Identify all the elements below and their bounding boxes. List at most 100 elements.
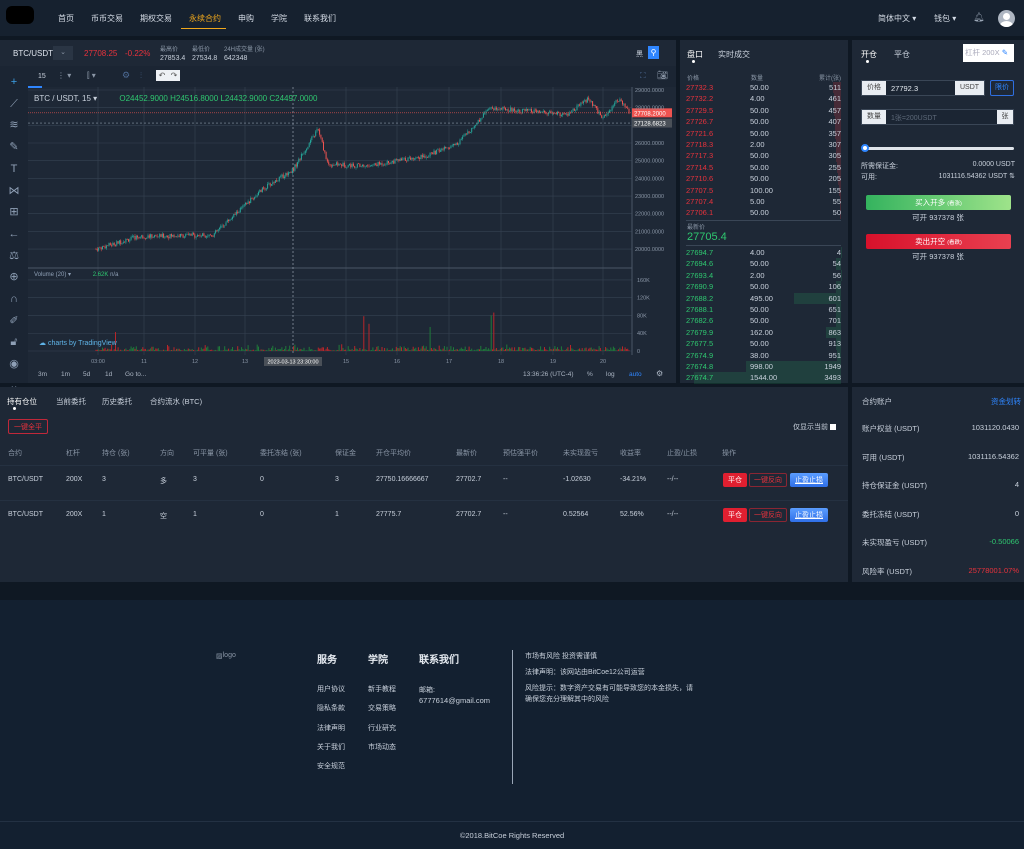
- ask-row[interactable]: 27729.5 50.00 457: [686, 104, 841, 117]
- logo[interactable]: [6, 6, 34, 24]
- goto-date[interactable]: Go to...: [125, 371, 147, 378]
- chart-clock[interactable]: 13:36:26 (UTC-4): [523, 371, 574, 378]
- measure-icon[interactable]: ⚖: [9, 249, 19, 262]
- tab-close[interactable]: 平仓: [894, 50, 910, 59]
- theme-toggle[interactable]: 黑: [636, 51, 643, 58]
- ask-row[interactable]: 27707.4 5.00 55: [686, 196, 841, 208]
- bid-row[interactable]: 27693.4 2.00 56: [686, 269, 841, 282]
- footer-link[interactable]: 用户协议: [317, 686, 345, 693]
- quantity-input[interactable]: 数量 1张=200USDT 张: [861, 109, 1014, 125]
- email-link[interactable]: 6777614@gmail.com: [419, 696, 490, 705]
- percent-toggle[interactable]: %: [587, 371, 593, 378]
- limit-order-button[interactable]: 限价: [990, 80, 1014, 96]
- ask-row[interactable]: 27732.3 50.00 511: [686, 82, 841, 94]
- tp-sl-button[interactable]: 止盈止损: [790, 473, 828, 487]
- reverse-position-button[interactable]: 一键反向: [749, 473, 787, 487]
- fullscreen-icon[interactable]: ⛶: [640, 71, 646, 80]
- zoom-in-icon[interactable]: ⊕: [9, 271, 19, 284]
- slider-handle[interactable]: [861, 144, 869, 152]
- leverage-button[interactable]: 杠杆 200X ✎: [963, 44, 1014, 62]
- price-chart[interactable]: 27708.2000 27128.6823 29000.0000 28000.0000…: [28, 87, 676, 383]
- buy-long-button[interactable]: 买入开多 (看涨): [866, 195, 1011, 210]
- footer-link[interactable]: 隐私条款: [317, 705, 345, 713]
- ask-row[interactable]: 27710.6 50.00 205: [686, 173, 841, 185]
- ask-row[interactable]: 27706.1 50.00 50: [686, 207, 841, 219]
- avatar[interactable]: [998, 10, 1015, 27]
- projection-icon[interactable]: ⊞: [9, 206, 19, 219]
- bid-row[interactable]: 27674.7 1544.00 3493: [686, 372, 841, 384]
- close-all-button[interactable]: 一键全平: [8, 419, 48, 434]
- bid-row[interactable]: 27688.2 495.00 601: [686, 292, 841, 304]
- bell-icon[interactable]: 🔔︎: [973, 12, 985, 22]
- nav-home[interactable]: 首页: [58, 14, 74, 23]
- undo-redo[interactable]: ↶ ↷: [156, 70, 180, 81]
- ask-row[interactable]: 27718.3 2.00 307: [686, 139, 841, 151]
- nav-academy[interactable]: 学院: [271, 14, 287, 23]
- log-toggle[interactable]: log: [606, 371, 615, 378]
- amount-slider[interactable]: [861, 144, 1014, 152]
- symbol-dropdown[interactable]: ⌄: [53, 46, 73, 60]
- more-intervals-icon[interactable]: ⋮ ▾: [57, 71, 72, 80]
- ask-row[interactable]: 27717.3 50.00 305: [686, 150, 841, 162]
- text-icon[interactable]: T: [10, 162, 18, 175]
- tab-open[interactable]: 开仓: [861, 50, 877, 59]
- language-select[interactable]: 简体中文 ▾: [878, 14, 917, 23]
- range-3m[interactable]: 3m: [38, 371, 48, 378]
- camera-icon[interactable]: 📷︎: [657, 70, 669, 80]
- auto-toggle[interactable]: auto: [629, 371, 642, 378]
- chart-settings-icon[interactable]: ⚙: [656, 369, 664, 378]
- price-input[interactable]: 价格 27792.3 USDT: [861, 80, 985, 96]
- bid-row[interactable]: 27674.8 998.00 1949: [686, 361, 841, 373]
- bid-row[interactable]: 27690.9 50.00 106: [686, 281, 841, 293]
- fib-icon[interactable]: ≋: [9, 119, 19, 132]
- footer-link[interactable]: 关于我们: [317, 743, 345, 751]
- tab-order-history[interactable]: 历史委托: [102, 397, 132, 406]
- tab-open-orders[interactable]: 当前委托: [56, 397, 86, 406]
- bid-row[interactable]: 27694.7 4.00 4: [686, 247, 841, 259]
- magnet-icon[interactable]: ∩: [10, 293, 18, 306]
- redo-icon[interactable]: ↷: [170, 71, 178, 80]
- footer-link[interactable]: 交易策略: [368, 705, 396, 713]
- ask-row[interactable]: 27726.7 50.00 407: [686, 116, 841, 128]
- tab-contract-ledger[interactable]: 合约流水 (BTC): [150, 397, 203, 406]
- transfer-link[interactable]: 资金划转: [991, 397, 1021, 406]
- footer-link[interactable]: 行业研究: [368, 724, 396, 732]
- tab-trades[interactable]: 实时成交: [718, 50, 750, 59]
- tp-sl-button[interactable]: 止盈止损: [790, 508, 828, 522]
- only-current-checkbox[interactable]: [829, 424, 836, 431]
- brush-icon[interactable]: ✎: [9, 141, 19, 154]
- nav-ipo[interactable]: 申购: [238, 14, 254, 23]
- close-position-button[interactable]: 平仓: [723, 473, 747, 487]
- range-1m[interactable]: 1m: [61, 371, 71, 378]
- nav-perpetual[interactable]: 永续合约: [189, 14, 221, 23]
- settings-button[interactable]: ⚲: [648, 46, 659, 59]
- bid-row[interactable]: 27682.6 50.00 701: [686, 315, 841, 327]
- indicators-icon[interactable]: ⫶: [140, 71, 142, 80]
- footer-link[interactable]: 新手教程: [368, 686, 396, 693]
- sell-short-button[interactable]: 卖出开空 (看跌): [866, 234, 1011, 249]
- interval-button[interactable]: 15: [38, 73, 46, 80]
- unlock-icon[interactable]: 🔓︎: [10, 336, 18, 349]
- reverse-position-button[interactable]: 一键反向: [749, 508, 787, 522]
- bid-row[interactable]: 27679.9 162.00 863: [686, 326, 841, 339]
- tab-orderbook[interactable]: 盘口: [687, 50, 703, 59]
- wallet-menu[interactable]: 钱包 ▾: [934, 14, 957, 23]
- chevron-down-icon[interactable]: ⌄: [9, 379, 19, 392]
- ask-row[interactable]: 27732.2 4.00 461: [686, 93, 841, 105]
- eye-icon[interactable]: ◉: [9, 358, 19, 371]
- bid-row[interactable]: 27677.5 50.00 913: [686, 338, 841, 350]
- pattern-icon[interactable]: ⋈: [8, 184, 20, 197]
- arrow-left-icon[interactable]: ←: [8, 227, 20, 240]
- tab-positions[interactable]: 持有仓位: [7, 397, 37, 406]
- trend-line-icon[interactable]: ⟋: [10, 97, 18, 110]
- lock-drawing-icon[interactable]: ✐: [9, 314, 19, 327]
- nav-spot[interactable]: 币币交易: [91, 14, 123, 23]
- transfer-icon[interactable]: ⇅: [1009, 173, 1015, 180]
- ask-row[interactable]: 27721.6 50.00 357: [686, 127, 841, 139]
- bid-row[interactable]: 27674.9 38.00 951: [686, 349, 841, 361]
- ask-row[interactable]: 27707.5 100.00 155: [686, 184, 841, 196]
- bid-row[interactable]: 27694.6 50.00 54: [686, 258, 841, 270]
- close-position-button[interactable]: 平仓: [723, 508, 747, 522]
- undo-icon[interactable]: ↶: [158, 71, 166, 80]
- range-1d[interactable]: 1d: [105, 371, 113, 378]
